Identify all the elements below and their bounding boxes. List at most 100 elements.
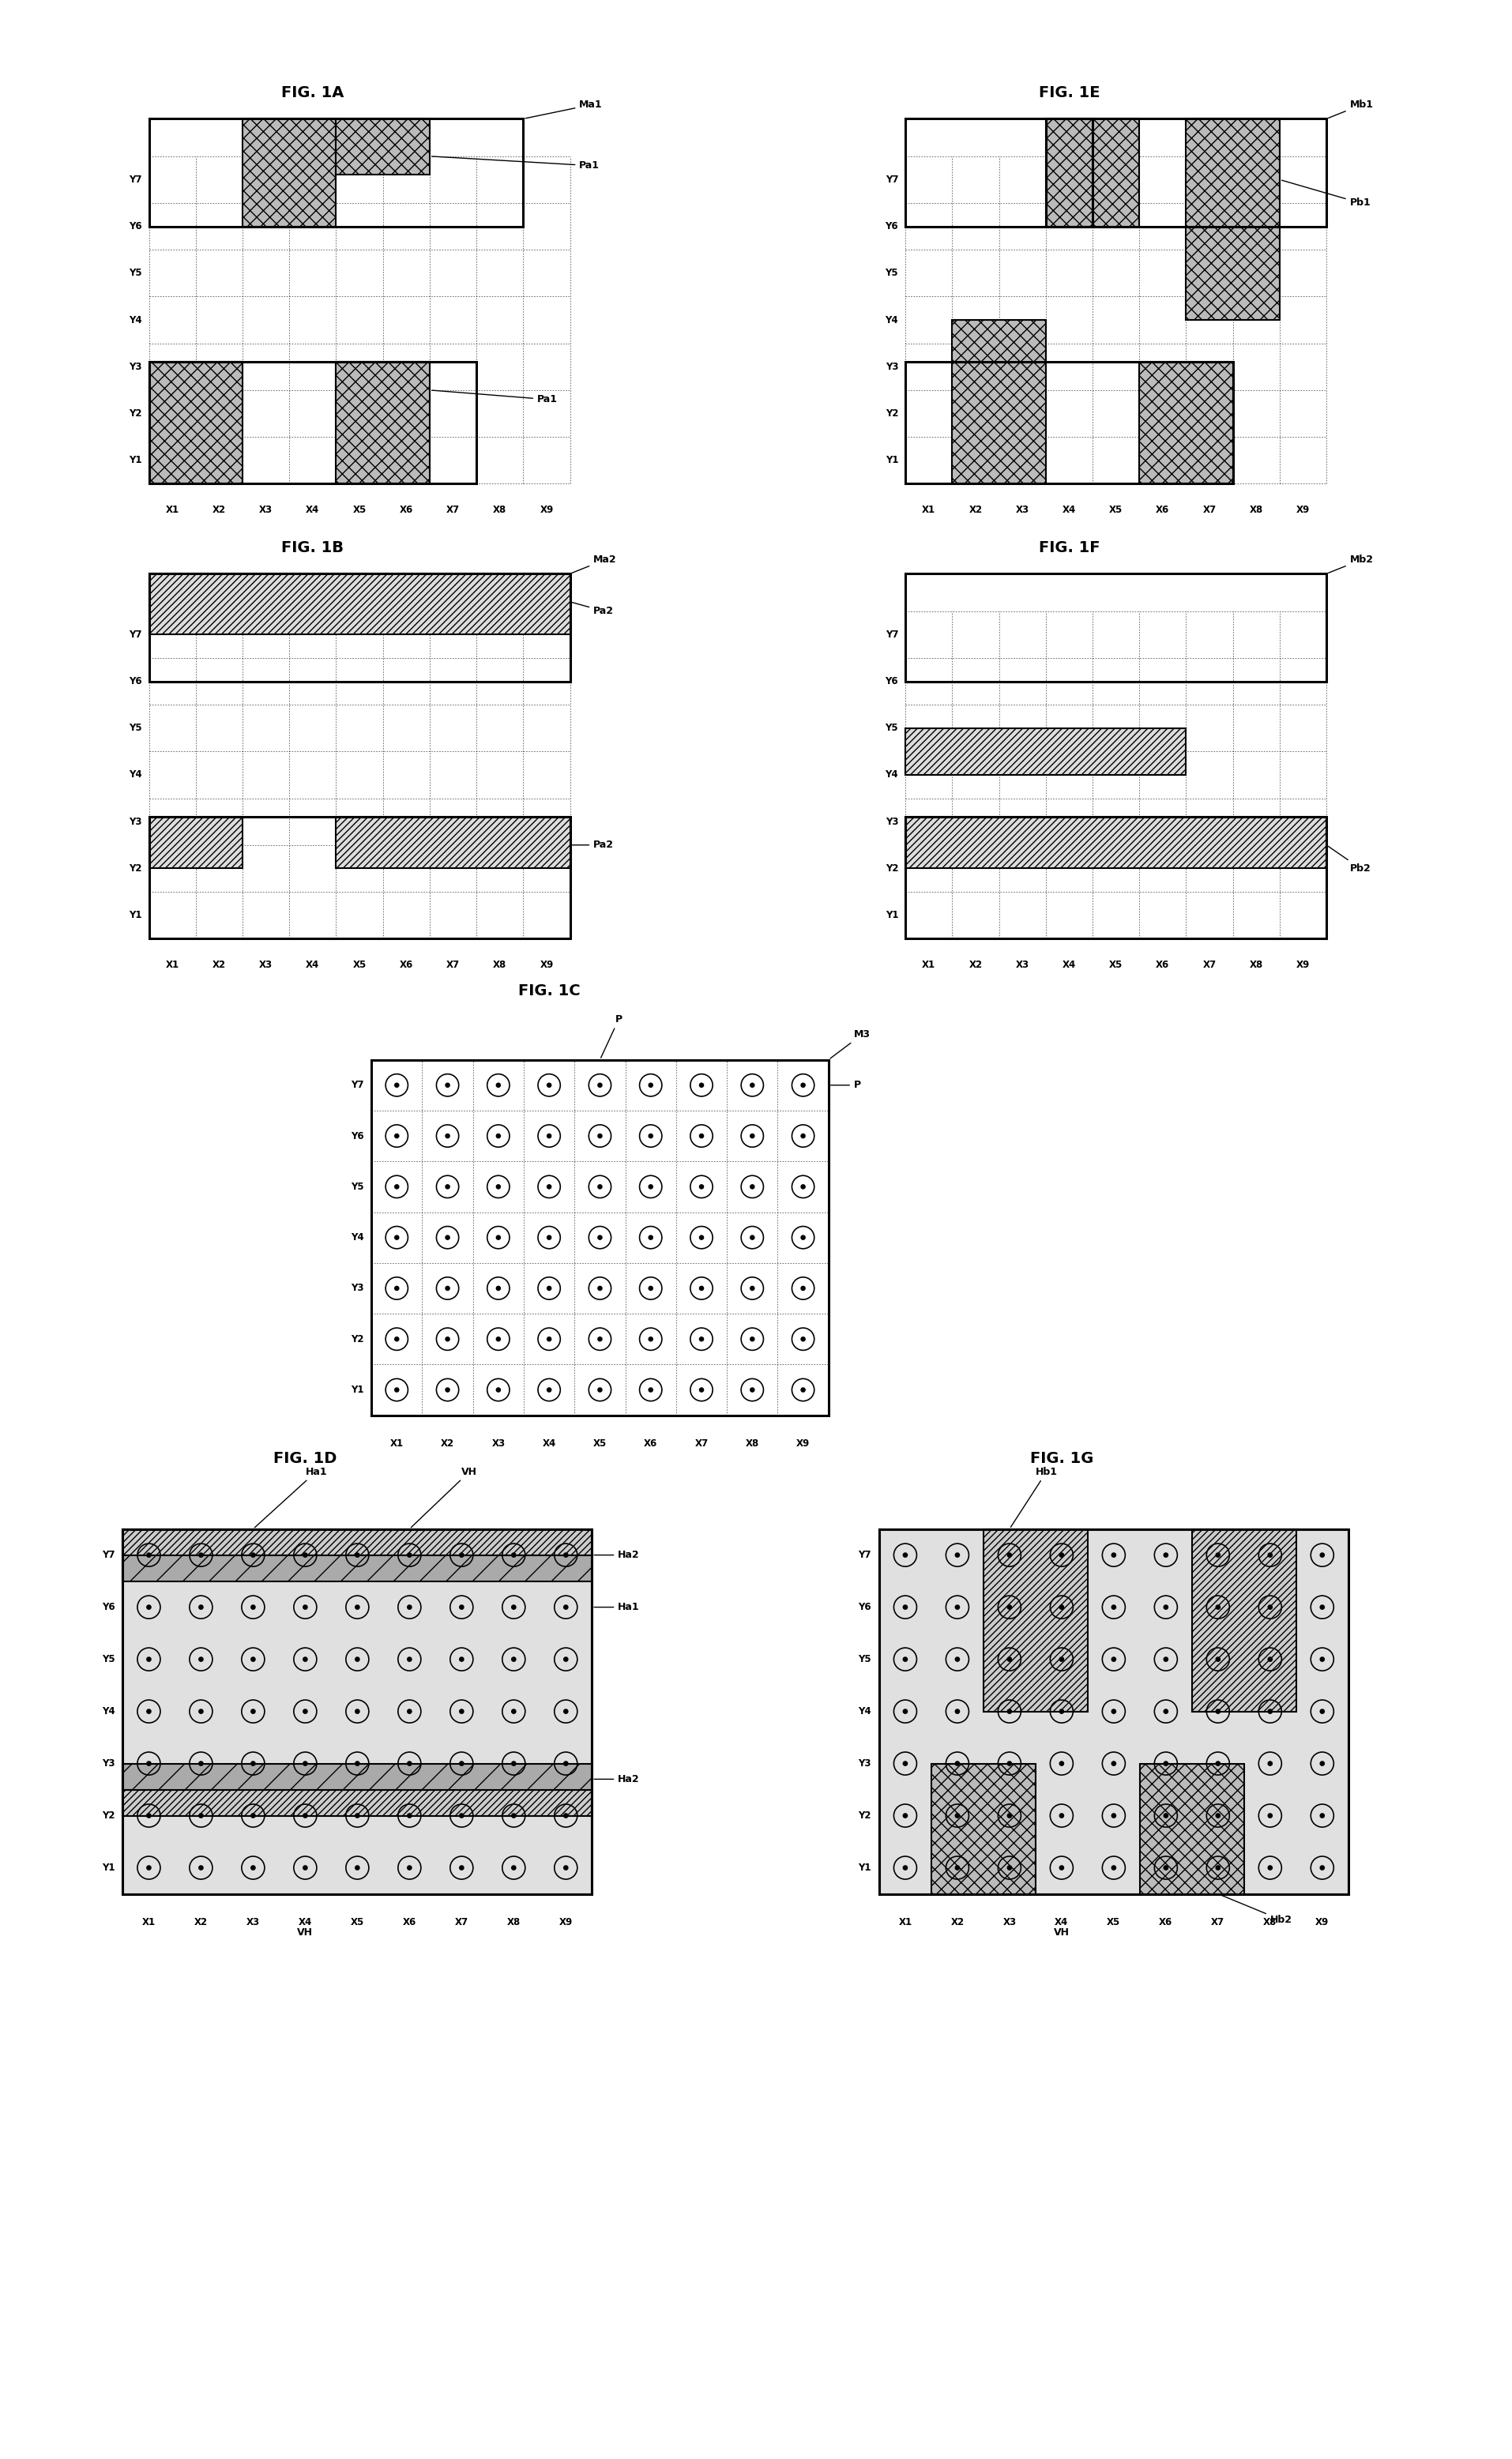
Circle shape (460, 1761, 464, 1766)
Circle shape (511, 1657, 516, 1662)
Circle shape (699, 1082, 703, 1087)
Text: X8: X8 (1249, 504, 1263, 514)
Text: Ma1: Ma1 (525, 101, 602, 118)
Circle shape (597, 1338, 602, 1340)
Circle shape (251, 1657, 256, 1662)
Text: Y3: Y3 (129, 816, 142, 826)
Text: X5: X5 (1107, 1918, 1120, 1928)
Circle shape (547, 1286, 550, 1291)
Text: X8: X8 (1249, 959, 1263, 969)
Text: FIG. 1G: FIG. 1G (1030, 1451, 1093, 1466)
Text: X4: X4 (298, 1918, 311, 1928)
Text: Y5: Y5 (351, 1183, 363, 1193)
Text: X2: X2 (194, 1918, 207, 1928)
Circle shape (147, 1606, 151, 1608)
Text: X7: X7 (694, 1439, 708, 1448)
Bar (336, 118, 429, 175)
Text: Y1: Y1 (129, 910, 142, 920)
Circle shape (1163, 1606, 1167, 1608)
Circle shape (496, 1185, 500, 1188)
Text: Mb1: Mb1 (1328, 101, 1373, 118)
Circle shape (564, 1554, 567, 1557)
Text: X6: X6 (1155, 959, 1169, 969)
Text: X3: X3 (1002, 1918, 1016, 1928)
Circle shape (1267, 1761, 1272, 1766)
Text: X5: X5 (351, 1918, 364, 1928)
Text: X6: X6 (644, 1439, 658, 1448)
Circle shape (460, 1815, 464, 1817)
Text: X2: X2 (968, 959, 981, 969)
Text: Pa1: Pa1 (431, 157, 600, 170)
Circle shape (564, 1866, 567, 1869)
Circle shape (1111, 1866, 1116, 1869)
Circle shape (302, 1606, 307, 1608)
Circle shape (251, 1606, 256, 1608)
Text: X8: X8 (493, 959, 507, 969)
Circle shape (649, 1082, 652, 1087)
Text: Y5: Y5 (885, 268, 898, 278)
Circle shape (446, 1286, 449, 1291)
Circle shape (251, 1709, 256, 1714)
Text: X7: X7 (446, 504, 460, 514)
Text: Pa2: Pa2 (572, 841, 614, 851)
Bar (122, 1529, 591, 1893)
Text: Hb1: Hb1 (1010, 1466, 1057, 1527)
Circle shape (1320, 1709, 1323, 1714)
Text: VH: VH (298, 1928, 313, 1938)
Text: Y6: Y6 (129, 676, 142, 686)
Circle shape (547, 1338, 550, 1340)
Text: X5: X5 (593, 1439, 606, 1448)
Circle shape (460, 1709, 464, 1714)
Bar (148, 573, 570, 681)
Circle shape (903, 1657, 907, 1662)
Text: X1: X1 (390, 1439, 404, 1448)
Circle shape (1111, 1554, 1116, 1557)
Text: X7: X7 (1211, 1918, 1225, 1928)
Bar (122, 1529, 591, 1893)
Circle shape (407, 1761, 411, 1766)
Text: Y1: Y1 (101, 1861, 115, 1874)
Circle shape (1320, 1815, 1323, 1817)
Text: Y6: Y6 (857, 1601, 871, 1613)
Text: X2: X2 (212, 504, 225, 514)
Text: Y4: Y4 (101, 1707, 115, 1716)
Circle shape (699, 1185, 703, 1188)
Circle shape (1267, 1815, 1272, 1817)
Circle shape (750, 1286, 754, 1291)
Bar (148, 361, 242, 484)
Text: X2: X2 (440, 1439, 454, 1448)
Circle shape (597, 1234, 602, 1239)
Bar (336, 361, 429, 484)
Circle shape (1163, 1761, 1167, 1766)
Circle shape (407, 1657, 411, 1662)
Circle shape (649, 1185, 652, 1188)
Circle shape (198, 1866, 203, 1869)
Text: Y5: Y5 (885, 723, 898, 733)
Text: X9: X9 (559, 1918, 573, 1928)
Circle shape (355, 1709, 360, 1714)
Text: X7: X7 (455, 1918, 469, 1928)
Text: FIG. 1F: FIG. 1F (1037, 541, 1099, 556)
Text: Y4: Y4 (129, 315, 142, 325)
Bar (336, 816, 570, 868)
Text: Y7: Y7 (351, 1080, 363, 1089)
Circle shape (1320, 1761, 1323, 1766)
Bar (370, 1060, 829, 1416)
Text: Y4: Y4 (351, 1232, 363, 1242)
Text: X9: X9 (540, 959, 553, 969)
Circle shape (1216, 1815, 1220, 1817)
Text: X7: X7 (1202, 959, 1216, 969)
Circle shape (496, 1134, 500, 1139)
Circle shape (446, 1387, 449, 1392)
Circle shape (1320, 1657, 1323, 1662)
Circle shape (198, 1606, 203, 1608)
Circle shape (355, 1606, 360, 1608)
Text: X4: X4 (1061, 959, 1075, 969)
Circle shape (954, 1657, 959, 1662)
Bar (148, 573, 570, 634)
Circle shape (564, 1606, 567, 1608)
Text: Y5: Y5 (101, 1655, 115, 1665)
Circle shape (547, 1185, 550, 1188)
Circle shape (1267, 1606, 1272, 1608)
Circle shape (1216, 1657, 1220, 1662)
